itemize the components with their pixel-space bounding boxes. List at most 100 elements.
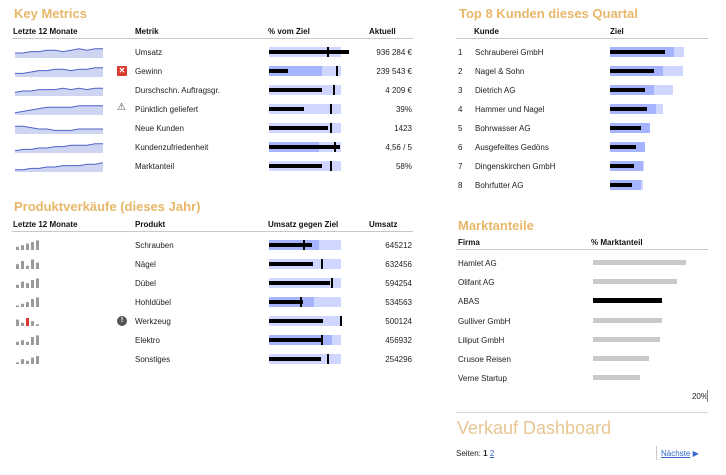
ps-column-sparkline	[16, 335, 39, 345]
ms-header-company: Firma	[458, 238, 480, 247]
km-trend-cell	[14, 140, 104, 156]
ms-share-bar	[593, 260, 686, 265]
km-bar-value	[269, 88, 322, 92]
tc-bar	[610, 161, 698, 171]
ms-name: ABAS	[458, 297, 480, 306]
ps-spark-column	[36, 297, 39, 307]
km-sparkline	[15, 48, 103, 58]
km-name: Durschschn. Auftragsgr.	[135, 86, 220, 95]
ps-bar-value	[269, 281, 330, 285]
page-link-2[interactable]: 2	[489, 449, 495, 458]
next-button[interactable]: Nächste ▶	[661, 449, 699, 458]
ps-trend-cell	[14, 238, 44, 252]
km-name: Neue Kunden	[135, 124, 184, 133]
ps-spark-column	[26, 341, 29, 345]
km-header-target: % vom Ziel	[268, 27, 310, 36]
km-sparkline	[15, 162, 104, 172]
km-bar-target-marker	[330, 104, 332, 114]
tc-rank: 4	[458, 105, 463, 114]
warning-icon: ⚠	[117, 102, 126, 113]
ms-share-bar	[593, 298, 662, 303]
tc-bar	[610, 142, 698, 152]
km-sparkline	[14, 87, 103, 96]
km-sparkline-line	[15, 48, 103, 54]
ps-bullet-bar	[269, 335, 355, 345]
ms-scale-label: 20%	[691, 392, 708, 401]
tc-rank: 6	[458, 143, 463, 152]
tc-name: Schrauberei GmbH	[475, 48, 544, 57]
ps-spark-column	[36, 335, 39, 345]
pages-label: Seiten:	[456, 449, 481, 458]
km-sparkline-area	[15, 126, 103, 134]
km-name: Umsatz	[135, 48, 163, 57]
km-bar-target-marker	[333, 85, 335, 95]
ps-name: Schrauben	[135, 241, 174, 250]
tc-header-target: Ziel	[610, 27, 624, 36]
ps-spark-column	[36, 240, 39, 250]
tc-name: Ausgefeiltes Gedöns	[475, 143, 549, 152]
ps-spark-column	[26, 318, 29, 326]
ms-share-bar	[593, 318, 662, 323]
ps-column-sparkline	[16, 278, 39, 288]
km-trend-cell	[14, 159, 104, 175]
next-link[interactable]: Nächste	[661, 449, 691, 458]
ps-spark-column	[21, 261, 24, 269]
km-name: Gewinn	[135, 67, 163, 76]
product-sales-title: Produktverkäufe (dieses Jahr)	[14, 199, 201, 214]
chevron-right-icon: ▶	[692, 449, 699, 458]
ms-header-rule	[456, 249, 708, 250]
tc-bar	[610, 180, 698, 190]
km-value: 4,56 / 5	[385, 143, 412, 152]
ps-column-sparkline	[16, 297, 39, 307]
km-bullet-bar	[269, 142, 355, 152]
km-value: 1423	[394, 124, 412, 133]
km-sparkline-line	[15, 162, 104, 171]
ps-trend-cell	[14, 333, 44, 347]
km-trend-cell	[14, 83, 104, 99]
ps-column-sparkline	[16, 259, 39, 269]
ps-header-target: Umsatz gegen Ziel	[268, 220, 339, 229]
ps-spark-column	[36, 356, 39, 364]
ps-trend-cell	[14, 352, 44, 366]
ps-bar-target-marker	[303, 240, 305, 250]
km-bullet-bar	[269, 47, 355, 57]
km-header-rule	[12, 38, 413, 39]
ps-spark-column	[21, 303, 24, 307]
ps-column-sparkline	[16, 318, 39, 326]
ps-name: Elektro	[135, 336, 160, 345]
ps-spark-column	[26, 302, 29, 307]
tc-bar-value	[610, 145, 636, 149]
km-trend-cell	[14, 121, 104, 137]
ps-spark-column	[21, 359, 24, 364]
ps-bullet-bar	[269, 354, 355, 364]
km-sparkline	[15, 67, 103, 77]
ps-spark-column	[31, 299, 34, 307]
ps-bar-target-marker	[321, 259, 323, 269]
km-trend-cell	[14, 102, 104, 118]
km-bar-value	[269, 164, 322, 168]
km-sparkline	[14, 105, 103, 115]
km-value: 239 543 €	[376, 67, 412, 76]
ps-spark-column	[16, 319, 19, 326]
km-sparkline-area	[15, 67, 103, 77]
km-bar-target-marker	[334, 142, 336, 152]
km-trend-cell	[14, 45, 104, 61]
ps-bar-target-marker	[340, 316, 342, 326]
market-share-title: Marktanteile	[458, 218, 534, 233]
ps-spark-column	[16, 246, 19, 250]
km-bar-value	[269, 107, 304, 111]
ps-spark-column	[16, 305, 19, 307]
km-sparkline-line	[14, 105, 103, 114]
ms-name: Liliput GmbH	[458, 336, 505, 345]
km-sparkline-area	[15, 162, 103, 172]
tc-rank: 2	[458, 67, 463, 76]
top-customers-title: Top 8 Kunden dieses Quartal	[459, 6, 638, 21]
tc-bar	[610, 66, 698, 76]
ps-name: Werkzeug	[135, 317, 171, 326]
km-name: Pünktlich geliefert	[135, 105, 199, 114]
tc-name: Bohrwasser AG	[475, 124, 531, 133]
tc-rank: 7	[458, 162, 463, 171]
ps-spark-column	[21, 245, 24, 250]
ps-header-trend: Letzte 12 Monate	[13, 220, 78, 229]
ps-spark-column	[26, 360, 29, 364]
